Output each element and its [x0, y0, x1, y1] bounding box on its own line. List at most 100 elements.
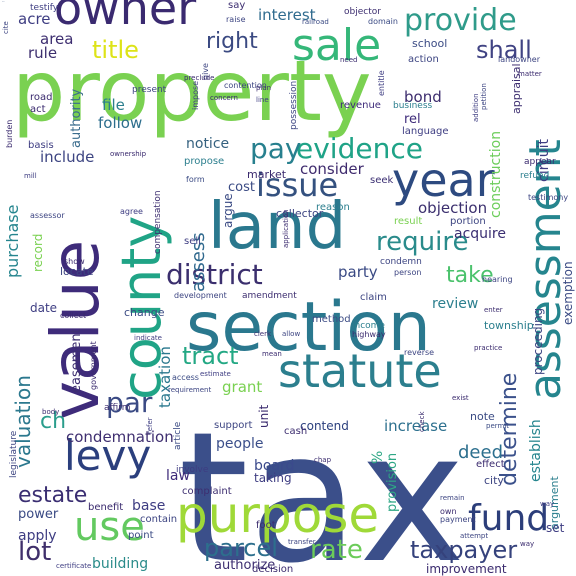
cloud-word-foot: foot: [256, 520, 276, 531]
cloud-word-need: need: [340, 56, 358, 64]
cloud-word-contend: contend: [300, 419, 349, 433]
cloud-word-city: city: [484, 474, 504, 487]
cloud-word-testimony: testimony: [528, 193, 568, 202]
cloud-word-require: require: [376, 227, 468, 257]
cloud-word-circuit: circuit: [536, 139, 552, 182]
cloud-word-apply: apply: [18, 528, 57, 544]
cloud-word-permit: permit: [486, 422, 509, 430]
cloud-word-estimate: estimate: [200, 370, 231, 378]
cloud-word-income: income: [352, 321, 385, 331]
cloud-word-complaint: complaint: [182, 486, 232, 497]
cloud-word-show: show: [64, 257, 85, 266]
cloud-word-collector: collector: [276, 207, 324, 220]
cloud-word-interest: interest: [258, 6, 316, 24]
cloud-word-remain: remain: [440, 494, 465, 502]
cloud-word-concern: concern: [210, 94, 238, 102]
cloud-word-base: base: [132, 498, 165, 514]
cloud-word-act: act: [30, 104, 46, 115]
cloud-word-impose: impose: [191, 81, 200, 110]
cloud-word-condemnation: condemnation: [66, 428, 174, 446]
cloud-word-burden: burden: [5, 120, 14, 148]
cloud-word-transfer: transfer: [288, 538, 316, 546]
cloud-word-par: par: [106, 386, 153, 419]
cloud-word-allow: allow: [282, 330, 300, 338]
cloud-word-estate: estate: [18, 483, 87, 508]
cloud-word-provide: provide: [404, 3, 517, 38]
cloud-word-right: right: [206, 29, 258, 54]
cloud-word-consider: consider: [300, 160, 365, 178]
cloud-word-article: article: [173, 421, 183, 450]
cloud-word-claim: claim: [360, 292, 387, 303]
cloud-word-parcel: parcel: [204, 534, 278, 562]
cloud-word-body: body: [42, 408, 59, 416]
cloud-word-building: building: [92, 556, 148, 572]
cloud-word-affirm: affirm: [104, 403, 131, 413]
cloud-word-contain: contain: [140, 514, 177, 525]
cloud-word-collect: collect: [60, 311, 86, 320]
cloud-word-cash: cash: [284, 426, 307, 437]
cloud-word-reverse: reverse: [404, 348, 434, 357]
cloud-word-attempt: attempt: [460, 532, 488, 540]
cloud-word-refund: refund: [520, 171, 549, 181]
cloud-word-cost: cost: [228, 180, 255, 195]
cloud-word-ownership: ownership: [110, 150, 147, 158]
cloud-word-amendment: amendment: [242, 291, 297, 301]
cloud-word-title: title: [92, 36, 139, 64]
cloud-word-testify: testify: [30, 3, 59, 13]
cloud-word-value: value: [37, 240, 114, 420]
cloud-word-year: year: [392, 153, 495, 207]
cloud-word-district: district: [166, 258, 263, 291]
cloud-word-action: action: [408, 54, 439, 65]
cloud-word-certificate: certificate: [56, 562, 91, 570]
cloud-word-exemption: exemption: [561, 261, 575, 325]
cloud-word-purchase: purchase: [3, 205, 22, 278]
cloud-word-clerk: clerk: [254, 330, 272, 338]
cloud-word-shall: shall: [476, 36, 532, 64]
cloud-word-increase: increase: [384, 417, 447, 435]
cloud-word-assessment: assessment: [520, 139, 571, 400]
cloud-word-mean: mean: [262, 350, 282, 358]
cloud-word-rule: rule: [28, 44, 57, 62]
cloud-word-government: government: [89, 341, 98, 390]
cloud-word-section: section: [186, 288, 431, 367]
cloud-word-evidence: evidence: [296, 132, 423, 165]
cloud-word-township: township: [484, 319, 534, 332]
cloud-word-assess: assess: [188, 232, 209, 292]
cloud-word-county: county: [110, 216, 173, 400]
cloud-word-power: power: [18, 507, 59, 522]
cloud-word-say: say: [228, 0, 245, 11]
cloud-word-present: present: [132, 85, 167, 95]
cloud-word-appraisal: appraisal: [510, 63, 523, 114]
cloud-word-requirement: requirement: [168, 386, 211, 394]
cloud-word-propose: propose: [184, 156, 224, 167]
cloud-word-deed: deed: [458, 442, 503, 463]
cloud-word--: %: [370, 451, 386, 464]
cloud-word-highway: highway: [352, 330, 386, 339]
cloud-word-purpose: purpose: [176, 486, 379, 544]
cloud-word-own: own: [440, 507, 457, 516]
cloud-word-construction: construction: [488, 131, 504, 218]
cloud-word-levy: levy: [64, 431, 151, 480]
cloud-word-possession: possession: [289, 81, 299, 130]
cloud-word-follow: follow: [98, 114, 142, 132]
cloud-word-hearing: hearing: [482, 275, 513, 284]
cloud-word-lot: lot: [18, 537, 51, 567]
cloud-word-authorize: authorize: [214, 558, 275, 573]
cloud-word-property: property: [12, 42, 372, 140]
cloud-word-sale: sale: [292, 20, 381, 71]
cloud-word-take: take: [446, 263, 494, 288]
cloud-word-condemn: condemn: [380, 257, 422, 267]
cloud-word-determine: determine: [497, 373, 522, 486]
cloud-word-payment: payment: [440, 515, 476, 524]
cloud-word-acre: acre: [18, 10, 51, 28]
cloud-word-form: form: [186, 175, 205, 184]
cloud-word-notice: notice: [186, 136, 229, 152]
cloud-word-acquire: acquire: [454, 226, 506, 242]
cloud-word-practice: practice: [474, 344, 502, 352]
cloud-word-use: use: [74, 504, 145, 550]
cloud-word-revenue: revenue: [340, 100, 381, 111]
cloud-word-way: way: [520, 540, 534, 548]
cloud-word-objector: objector: [344, 7, 381, 17]
cloud-word-area: area: [40, 30, 73, 48]
